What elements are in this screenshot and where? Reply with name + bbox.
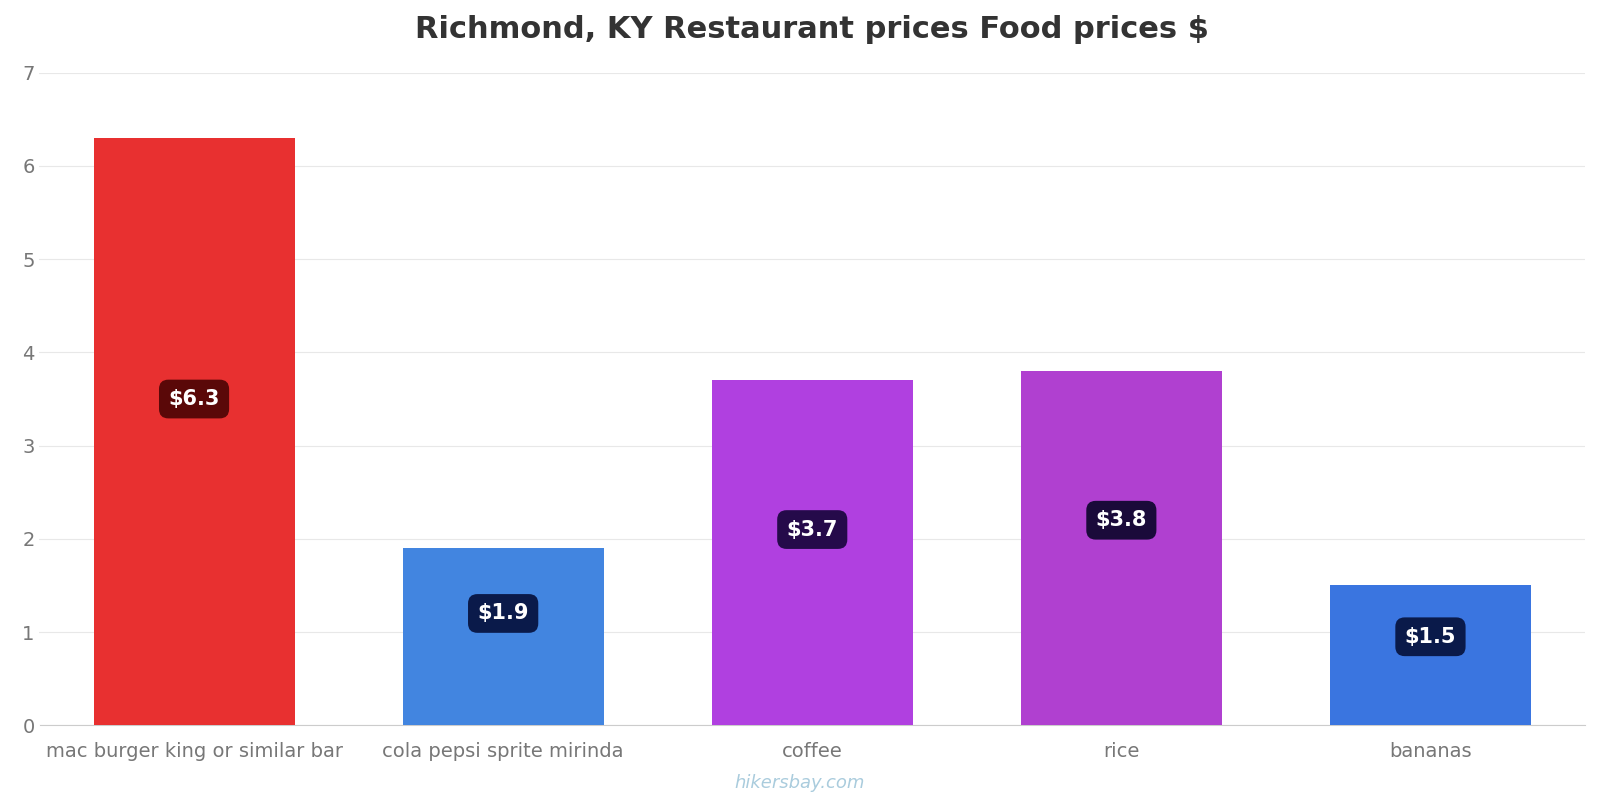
Bar xyxy=(712,380,912,726)
Text: $3.8: $3.8 xyxy=(1096,510,1147,530)
Title: Richmond, KY Restaurant prices Food prices $: Richmond, KY Restaurant prices Food pric… xyxy=(416,15,1210,44)
Bar xyxy=(93,138,294,726)
Bar xyxy=(1021,371,1222,726)
Text: hikersbay.com: hikersbay.com xyxy=(734,774,866,792)
Text: $3.7: $3.7 xyxy=(787,519,838,539)
Text: $1.5: $1.5 xyxy=(1405,626,1456,646)
Text: $6.3: $6.3 xyxy=(168,389,219,409)
Text: $1.9: $1.9 xyxy=(477,603,530,623)
Bar xyxy=(403,548,603,726)
Bar xyxy=(1330,586,1531,726)
